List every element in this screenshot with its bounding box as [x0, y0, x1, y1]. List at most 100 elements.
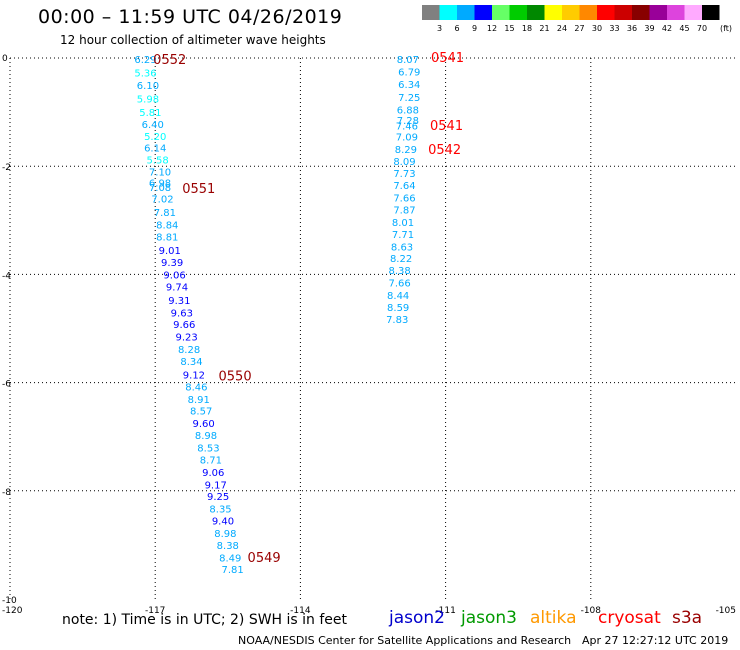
data-point-cryosat: 7.87: [393, 205, 415, 216]
data-point-s3a: 9.23: [176, 333, 198, 344]
y-tick-label: -6: [2, 380, 11, 390]
data-point-s3a: 8.34: [180, 357, 202, 368]
data-point-cryosat: 7.25: [398, 93, 420, 104]
time-label: 0541: [430, 119, 463, 134]
legend-bin-label: 45: [679, 24, 689, 33]
data-point-s3a: 9.31: [168, 296, 190, 307]
data-point-s3a: 6.29: [134, 55, 156, 66]
y-tick-label: -8: [2, 488, 11, 498]
data-point-s3a: 9.66: [173, 320, 195, 331]
legend-bin-label: 70: [697, 24, 707, 33]
data-point-s3a: 7.10: [149, 168, 171, 179]
data-point-cryosat: 6.34: [398, 80, 420, 91]
x-tick-label: -108: [581, 606, 602, 616]
legend-satellite-jason2: jason2: [389, 608, 445, 628]
data-point-s3a: 9.06: [163, 270, 185, 281]
data-point-cryosat: 8.22: [390, 254, 412, 265]
data-point-cryosat: 7.66: [393, 194, 415, 205]
data-point-cryosat: 8.44: [387, 291, 409, 302]
data-point-s3a: 5.20: [144, 132, 166, 143]
y-tick-label: -2: [2, 163, 11, 173]
data-point-cryosat: 7.46: [396, 122, 418, 133]
legend-bin-label: 15: [504, 24, 514, 33]
data-point-cryosat: 8.01: [392, 218, 414, 229]
legend-satellite-s3a: s3a: [672, 608, 703, 628]
y-tick-label: -4: [2, 271, 11, 281]
x-tick-label: -111: [435, 606, 455, 616]
data-point-s3a: 5.81: [139, 108, 161, 119]
legend-bin-label: 18: [522, 24, 532, 33]
legend-swatch: [509, 5, 527, 20]
legend-bin-label: 42: [662, 24, 672, 33]
time-label: 0551: [182, 182, 215, 197]
data-point-cryosat: 8.09: [393, 157, 415, 168]
x-tick-label: -105: [716, 606, 736, 616]
data-point-cryosat: 7.64: [393, 181, 415, 192]
data-point-s3a: 9.63: [171, 308, 193, 319]
data-point-s3a: 7.02: [151, 195, 173, 206]
y-tick-label: 0: [2, 54, 8, 64]
legend-bin-label: 36: [627, 24, 637, 33]
data-point-cryosat: 7.28: [397, 116, 419, 127]
legend-swatch: [439, 5, 457, 20]
legend-swatch: [579, 5, 597, 20]
data-point-s3a: 5.36: [134, 69, 156, 80]
data-point-s3a: 9.39: [161, 258, 183, 269]
data-point-s3a: 9.25: [207, 492, 229, 503]
data-point-s3a: 8.38: [217, 541, 239, 552]
generated-timestamp: Apr 27 12:27:12 UTC 2019: [582, 634, 729, 647]
data-point-s3a: 8.53: [197, 444, 219, 455]
y-tick-label: -10: [2, 596, 17, 606]
legend-bin-label: 6: [454, 24, 459, 33]
data-point-s3a: 8.28: [178, 345, 200, 356]
data-point-cryosat: 6.88: [397, 105, 419, 116]
legend-unit-label: (ft): [720, 24, 732, 33]
data-point-cryosat: 8.38: [388, 266, 410, 277]
data-point-s3a: 8.81: [156, 233, 178, 244]
legend-swatch: [597, 5, 615, 20]
data-point-cryosat: 6.79: [398, 68, 420, 79]
data-point-cryosat: 8.63: [391, 242, 413, 253]
data-point-s3a: 9.40: [212, 517, 234, 528]
x-tick-label: -120: [2, 606, 23, 616]
footnote: note: 1) Time is in UTC; 2) SWH is in fe…: [62, 612, 348, 628]
data-point-s3a: 9.01: [159, 246, 181, 257]
data-point-s3a: 7.81: [222, 565, 244, 576]
data-point-cryosat: 8.29: [395, 145, 417, 156]
data-point-cryosat: 7.09: [396, 132, 418, 143]
legend-swatch: [422, 5, 440, 20]
time-label: 0552: [153, 53, 186, 68]
data-point-s3a: 9.17: [205, 480, 227, 491]
x-tick-label: -117: [145, 606, 165, 616]
data-point-s3a: 8.84: [156, 221, 178, 232]
legend-swatch: [649, 5, 667, 20]
legend-satellite-altika: altika: [530, 608, 577, 628]
legend-swatch: [474, 5, 492, 20]
legend-bin-label: 9: [472, 24, 477, 33]
time-label: 0542: [428, 143, 461, 158]
legend-satellite-jason3: jason3: [461, 608, 517, 628]
chart-title: 00:00 – 11:59 UTC 04/26/2019: [38, 6, 343, 28]
data-point-s3a: 8.71: [200, 455, 222, 466]
legend-bin-label: 3: [437, 24, 442, 33]
data-point-s3a: 5.58: [146, 156, 168, 167]
data-point-s3a: 7.81: [154, 208, 176, 219]
legend-bin-label: 12: [487, 24, 497, 33]
legend-swatch: [562, 5, 580, 20]
data-point-s3a: 7.08: [149, 183, 171, 194]
legend-swatch: [702, 5, 720, 20]
data-point-s3a: 8.98: [195, 431, 217, 442]
legend-swatch: [492, 5, 510, 20]
legend-swatch: [632, 5, 650, 20]
legend-bin-label: 21: [539, 24, 549, 33]
data-point-cryosat: 8.59: [387, 303, 409, 314]
legend-bin-label: 30: [592, 24, 602, 33]
data-point-s3a: 5.98: [137, 95, 159, 106]
data-point-cryosat: 7.66: [388, 279, 410, 290]
legend-swatch: [457, 5, 475, 20]
data-point-s3a: 8.98: [214, 529, 236, 540]
data-point-s3a: 8.35: [209, 505, 231, 516]
data-point-cryosat: 7.71: [392, 230, 414, 241]
legend-bin-label: 33: [609, 24, 619, 33]
